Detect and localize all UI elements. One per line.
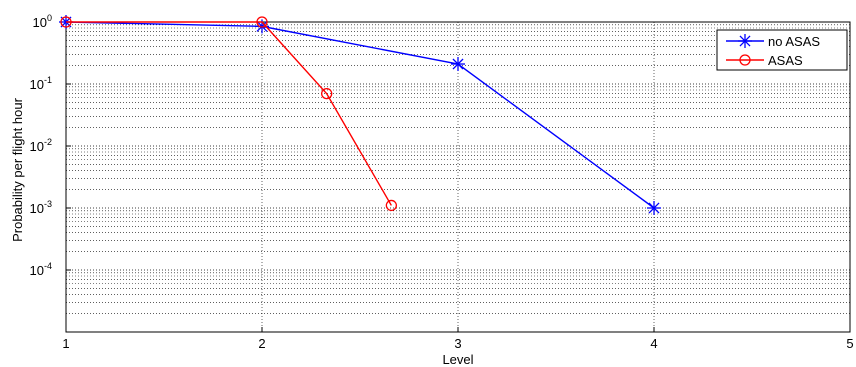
marker-stroke bbox=[452, 58, 464, 70]
y-tick-label: 10-4 bbox=[30, 261, 52, 278]
y-ticks: 100 10-1 10-2 10-3 10-4 bbox=[30, 13, 71, 278]
legend-label: no ASAS bbox=[768, 34, 820, 49]
series-no-asas bbox=[59, 15, 661, 215]
x-tick-label: 1 bbox=[62, 336, 69, 351]
circle-marker bbox=[256, 16, 268, 28]
series-layer bbox=[59, 15, 661, 215]
series-line bbox=[66, 21, 392, 206]
x-tick-label: 5 bbox=[846, 336, 853, 351]
series-line bbox=[65, 21, 655, 209]
y-tick-label: 100 bbox=[33, 13, 52, 30]
grid bbox=[66, 22, 850, 332]
x-tick-label: 3 bbox=[454, 336, 461, 351]
asterisk-marker bbox=[647, 201, 661, 215]
asterisk-marker bbox=[738, 34, 752, 48]
asterisk-marker bbox=[451, 57, 465, 72]
circle-marker bbox=[739, 54, 751, 66]
y-tick-label: 10-1 bbox=[30, 75, 52, 92]
y-tick-label: 10-3 bbox=[30, 199, 52, 216]
legend-label: ASAS bbox=[768, 53, 803, 68]
x-axis-label: Level bbox=[442, 352, 473, 367]
circle-marker bbox=[60, 16, 72, 28]
y-tick-label: 10-2 bbox=[30, 137, 52, 154]
legend-box bbox=[716, 29, 848, 71]
series-asas bbox=[60, 16, 398, 212]
x-tick-label: 4 bbox=[650, 336, 657, 351]
legend: no ASAS ASAS bbox=[716, 29, 848, 71]
x-ticks: 1 2 3 4 5 bbox=[62, 327, 854, 351]
circle-marker bbox=[385, 199, 398, 212]
marker-stroke bbox=[648, 202, 660, 214]
x-tick-label: 2 bbox=[258, 336, 265, 351]
y-axis-label: Probability per flight hour bbox=[10, 97, 25, 241]
marker-stroke bbox=[739, 35, 751, 47]
legend-item: ASAS bbox=[726, 53, 803, 68]
legend-item: no ASAS bbox=[726, 34, 820, 49]
circle-marker bbox=[321, 87, 333, 100]
